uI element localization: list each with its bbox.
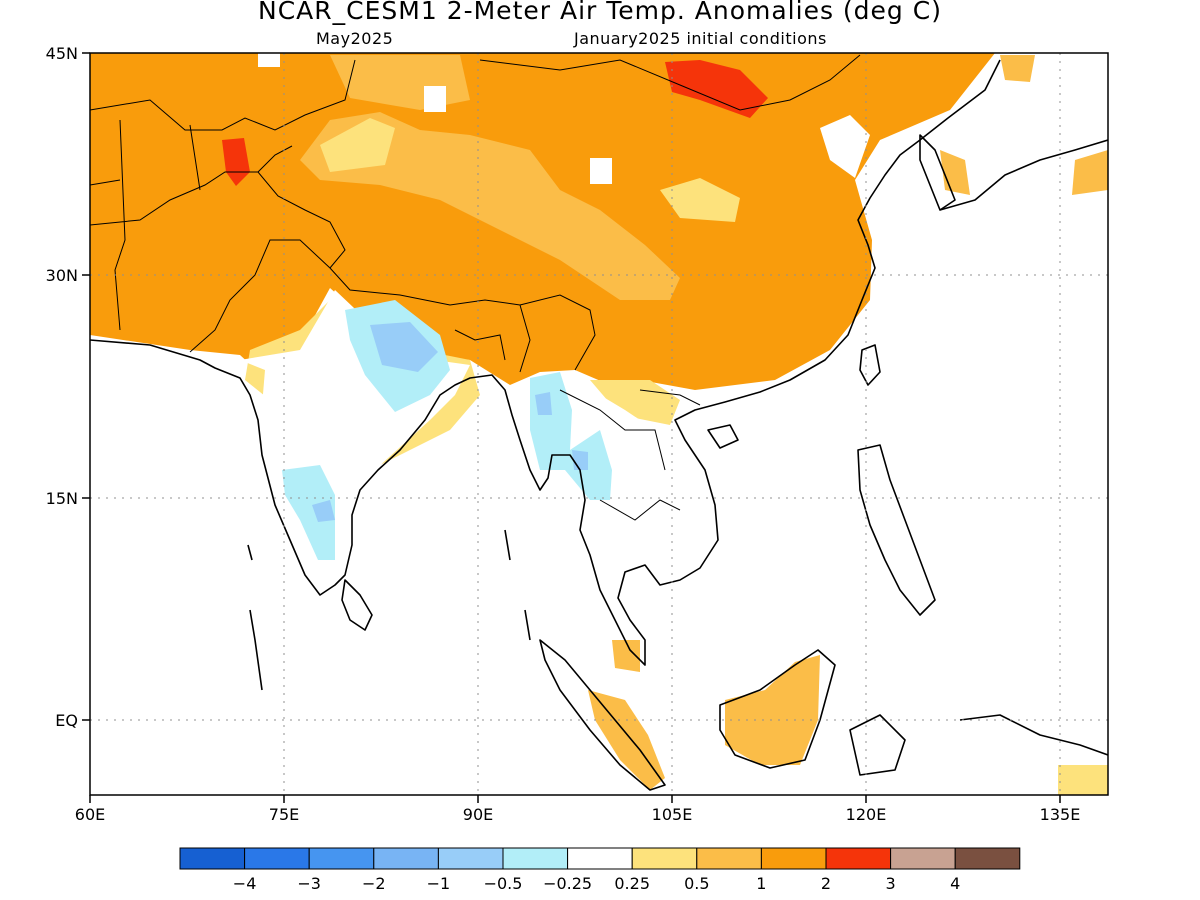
colorbar-swatch — [308, 847, 375, 870]
cold-area-central-india — [282, 465, 335, 560]
x-tick-label: 60E — [75, 805, 105, 824]
taiwan-coast — [859, 344, 881, 386]
warm-area-korea — [940, 150, 970, 195]
new-guinea-coast — [959, 714, 1108, 756]
colorbar-swatch — [502, 847, 569, 870]
x-tick-label: 75E — [269, 805, 299, 824]
cold-area-north-india-core — [370, 322, 438, 372]
colorbar-label: 2 — [821, 874, 831, 893]
coastlines — [90, 59, 1108, 791]
colorbar: −4 −3 −2 −1 −0.5 −0.25 0.25 0.5 1 2 3 4 — [179, 847, 1021, 893]
colorbar-label: 1 — [756, 874, 766, 893]
hot-area-pakistan — [222, 138, 250, 186]
x-tick-label: 120E — [846, 805, 887, 824]
anomaly-fill — [90, 53, 1108, 795]
island-chains — [247, 529, 531, 691]
colorbar-label: −0.25 — [543, 874, 592, 893]
cold-area-myanmar-core-2 — [572, 450, 588, 470]
colorbar-swatch — [954, 847, 1021, 870]
colorbar-label: −4 — [233, 874, 257, 893]
gap-2 — [424, 86, 446, 112]
warm-area-new-guinea — [1058, 765, 1108, 795]
colorbar-swatch — [244, 847, 310, 870]
warm-area-0.5to1-tibet — [300, 112, 680, 300]
warm-area-0.25-tarim — [320, 118, 395, 172]
warm-area-0.25-laos — [590, 380, 680, 425]
cold-area-myanmar-core-1 — [535, 392, 552, 415]
country-borders — [90, 54, 861, 521]
sulawesi-coast — [849, 714, 906, 776]
colorbar-label: −0.5 — [484, 874, 523, 893]
gap-1 — [590, 158, 612, 184]
korea-coast — [919, 134, 956, 211]
valid-month-label: May2025 — [316, 29, 394, 48]
sri-lanka-coast — [341, 579, 373, 631]
colorbar-label: −2 — [362, 874, 386, 893]
gap-4 — [820, 115, 870, 178]
hot-area-mongolia — [665, 60, 768, 118]
colorbar-label: −3 — [297, 874, 321, 893]
hainan-coast — [707, 424, 739, 449]
gap-3 — [258, 53, 280, 67]
japan-coast — [939, 139, 1108, 211]
warm-area-manchuria — [1000, 55, 1035, 82]
colorbar-swatch — [825, 847, 892, 870]
colorbar-swatch — [696, 847, 762, 870]
colorbar-swatch — [437, 847, 504, 870]
colorbar-label: 0.5 — [684, 874, 709, 893]
y-axis-labels: 45N 30N 15N EQ — [46, 44, 78, 730]
map-plot — [90, 53, 1108, 795]
x-tick-label: 135E — [1040, 805, 1081, 824]
x-tick-label: 90E — [463, 805, 493, 824]
axis-ticks — [82, 52, 1061, 803]
y-tick-label: 15N — [46, 489, 78, 508]
gridlines — [90, 53, 1108, 795]
colorbar-swatch — [631, 847, 698, 870]
warm-area-borneo — [725, 655, 820, 765]
map-title: NCAR_CESM1 2-Meter Air Temp. Anomalies (… — [258, 0, 942, 25]
y-tick-label: EQ — [55, 711, 78, 730]
y-tick-label: 45N — [46, 44, 78, 63]
colorbar-label: 4 — [950, 874, 960, 893]
sumatra-coast — [539, 639, 666, 791]
colorbar-swatch — [890, 847, 956, 870]
colorbar-swatch — [373, 847, 439, 870]
colorbar-swatch — [567, 847, 633, 870]
initial-conditions-label: January2025 initial conditions — [574, 29, 827, 48]
colorbar-label: −1 — [427, 874, 451, 893]
cold-area-central-india-core — [312, 500, 335, 522]
colorbar-label: 3 — [886, 874, 896, 893]
philippines-coast — [857, 444, 936, 616]
colorbar-label: 0.25 — [614, 874, 650, 893]
warm-area-malaya — [612, 640, 640, 672]
y-tick-label: 30N — [46, 266, 78, 285]
warm-area-0.25-qinghai — [660, 178, 740, 222]
colorbar-swatch — [760, 847, 827, 870]
x-tick-label: 105E — [652, 805, 693, 824]
colorbar-swatch — [179, 847, 246, 870]
x-axis-labels: 60E 75E 90E 105E 120E 135E — [75, 805, 1081, 824]
warm-area-sumatra — [588, 690, 665, 790]
map-frame — [89, 52, 1109, 796]
warm-area-japan — [1072, 150, 1108, 195]
